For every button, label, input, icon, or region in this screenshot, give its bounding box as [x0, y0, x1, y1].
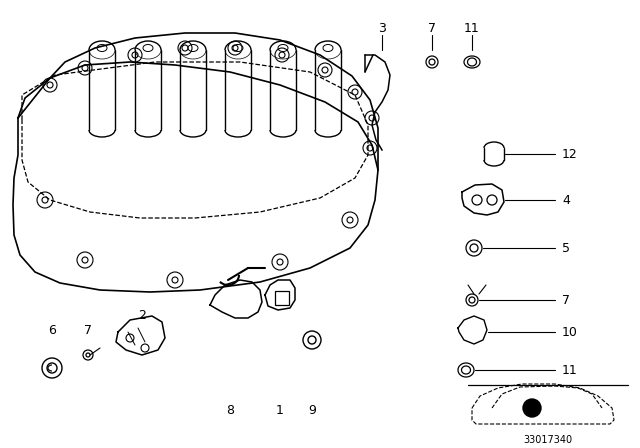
- Text: 1: 1: [276, 404, 284, 417]
- Text: 3: 3: [378, 22, 386, 34]
- Text: 4: 4: [562, 194, 570, 207]
- Text: 33017340: 33017340: [524, 435, 573, 445]
- Text: 9: 9: [308, 404, 316, 417]
- Text: 2: 2: [138, 309, 146, 322]
- Text: 7: 7: [84, 323, 92, 336]
- Bar: [275, 291, 289, 305]
- Text: 11: 11: [562, 363, 578, 376]
- Text: 6: 6: [48, 323, 56, 336]
- Text: 8: 8: [226, 404, 234, 417]
- Circle shape: [523, 399, 541, 417]
- Text: 11: 11: [464, 22, 480, 34]
- Text: 7: 7: [562, 293, 570, 306]
- Text: 7: 7: [428, 22, 436, 34]
- Text: 5: 5: [562, 241, 570, 254]
- Text: 12: 12: [562, 147, 578, 160]
- Text: 10: 10: [562, 326, 578, 339]
